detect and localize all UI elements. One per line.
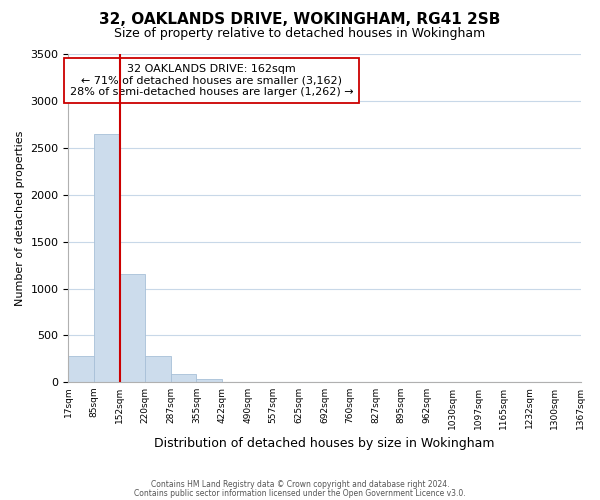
Text: 32 OAKLANDS DRIVE: 162sqm
← 71% of detached houses are smaller (3,162)
28% of se: 32 OAKLANDS DRIVE: 162sqm ← 71% of detac… <box>70 64 353 97</box>
Text: 32, OAKLANDS DRIVE, WOKINGHAM, RG41 2SB: 32, OAKLANDS DRIVE, WOKINGHAM, RG41 2SB <box>100 12 500 28</box>
Text: Contains public sector information licensed under the Open Government Licence v3: Contains public sector information licen… <box>134 490 466 498</box>
Bar <box>145 356 171 382</box>
Text: Contains HM Land Registry data © Crown copyright and database right 2024.: Contains HM Land Registry data © Crown c… <box>151 480 449 489</box>
Bar <box>171 374 196 382</box>
Bar <box>68 356 94 382</box>
Text: Size of property relative to detached houses in Wokingham: Size of property relative to detached ho… <box>115 28 485 40</box>
Bar <box>196 379 222 382</box>
X-axis label: Distribution of detached houses by size in Wokingham: Distribution of detached houses by size … <box>154 437 495 450</box>
Y-axis label: Number of detached properties: Number of detached properties <box>15 130 25 306</box>
Bar <box>119 274 145 382</box>
Bar <box>94 134 119 382</box>
